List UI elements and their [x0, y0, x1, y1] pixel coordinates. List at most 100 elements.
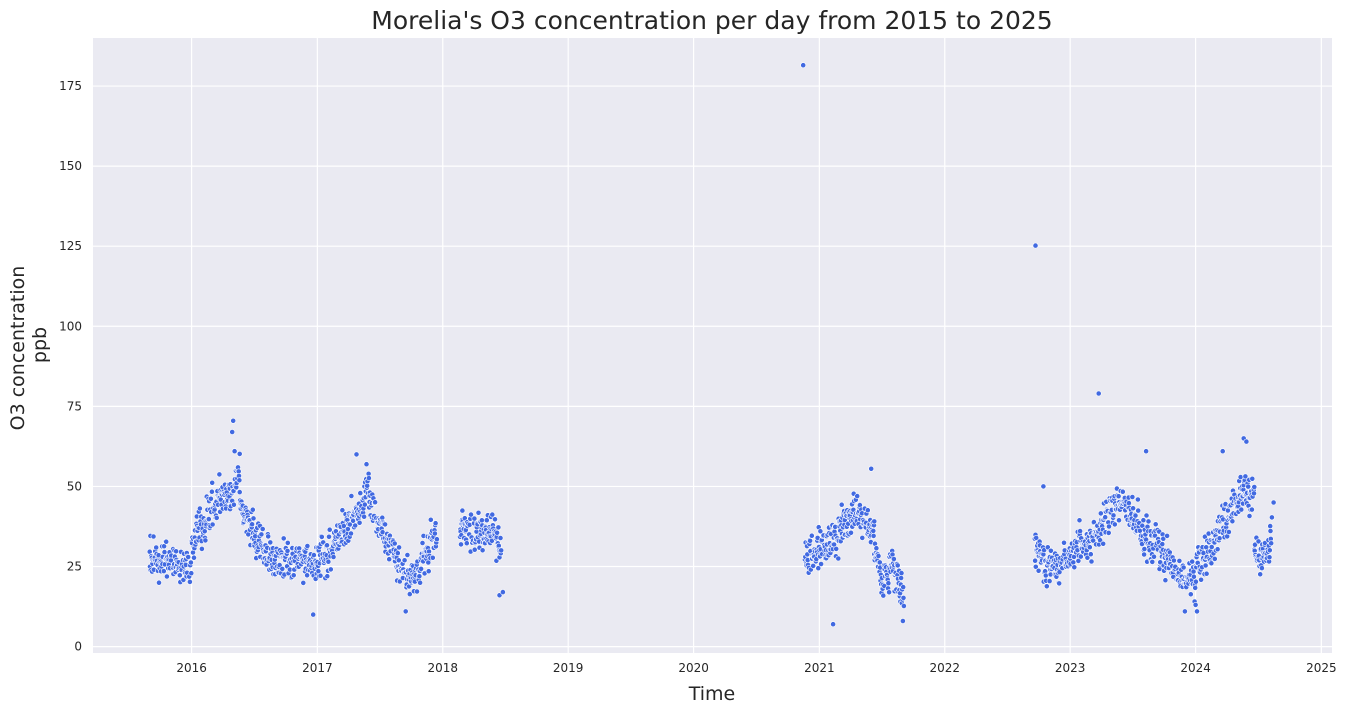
data-point [1042, 572, 1049, 579]
data-point [249, 506, 256, 513]
data-point [1252, 541, 1258, 548]
data-point [1162, 577, 1169, 584]
data-point [1132, 512, 1139, 519]
data-point [357, 490, 364, 496]
data-point [1194, 608, 1200, 615]
data-point [1203, 570, 1210, 577]
data-point [1266, 547, 1273, 554]
data-point [213, 515, 220, 521]
data-point [406, 591, 413, 597]
data-point [864, 507, 871, 514]
data-point [498, 547, 505, 554]
data-point [471, 515, 478, 522]
data-point [1226, 529, 1232, 535]
data-point [1255, 538, 1262, 545]
data-point [1140, 517, 1147, 524]
data-point [236, 489, 243, 495]
data-point [304, 543, 311, 549]
data-point [284, 540, 291, 546]
data-point [1269, 514, 1275, 521]
data-point [1086, 544, 1093, 551]
data-point [1119, 488, 1126, 495]
data-point [416, 573, 423, 580]
data-point [1032, 557, 1038, 564]
x-tick-label: 2025 [1306, 661, 1337, 675]
data-point [1219, 448, 1226, 455]
data-point [1187, 591, 1194, 598]
data-point [1242, 473, 1249, 480]
data-point [156, 579, 162, 586]
data-point [1251, 484, 1258, 490]
y-tick-label: 175 [59, 79, 82, 93]
data-point [229, 429, 236, 435]
data-point [1043, 583, 1050, 590]
data-point [1061, 539, 1067, 546]
data-point [382, 521, 388, 528]
data-point [202, 537, 209, 544]
x-tick-label: 2019 [553, 661, 584, 675]
data-point [279, 566, 286, 572]
data-point [1267, 523, 1274, 529]
data-point [1208, 544, 1215, 550]
data-point [817, 528, 824, 535]
data-point [386, 556, 393, 563]
x-tick-label: 2020 [678, 661, 709, 675]
data-point [150, 533, 157, 540]
data-point [859, 535, 866, 541]
data-point [1135, 507, 1142, 514]
data-point [353, 451, 360, 458]
data-point [361, 501, 368, 508]
data-point [230, 417, 237, 424]
data-point [1056, 569, 1063, 575]
y-axis-label: O3 concentration ppb [7, 260, 51, 431]
data-point [404, 552, 411, 558]
data-point [1115, 493, 1122, 500]
data-point [1202, 562, 1209, 569]
data-point [258, 531, 265, 538]
data-point [1176, 558, 1183, 564]
data-point [1211, 556, 1218, 562]
data-point [325, 558, 332, 565]
data-point [479, 547, 486, 554]
data-point [326, 533, 332, 540]
data-point [868, 465, 875, 472]
data-point [429, 554, 436, 561]
data-point [205, 516, 212, 522]
data-point [348, 530, 354, 537]
data-point [191, 554, 197, 561]
x-tick-label: 2018 [428, 661, 459, 675]
data-point [900, 595, 907, 601]
data-point [326, 526, 333, 533]
data-point [1032, 563, 1039, 570]
data-point [317, 572, 324, 579]
x-tick-label: 2016 [176, 661, 207, 675]
data-point [1087, 551, 1094, 558]
data-point [417, 579, 423, 586]
data-point [414, 588, 420, 595]
data-point [186, 579, 193, 585]
data-point [249, 521, 255, 528]
data-point [1266, 554, 1273, 561]
data-point [1216, 535, 1223, 542]
data-point [478, 517, 485, 524]
data-point [1193, 578, 1199, 585]
data-point [494, 529, 500, 536]
data-point [163, 538, 170, 545]
data-point [1249, 475, 1256, 482]
x-tick-label: 2021 [804, 661, 835, 675]
data-point [236, 450, 243, 457]
data-point [900, 618, 906, 624]
data-point [1182, 608, 1188, 615]
data-point [173, 548, 179, 555]
data-point [1245, 483, 1252, 490]
y-tick-label: 125 [59, 239, 82, 253]
data-point [1097, 510, 1104, 517]
data-point [1056, 580, 1063, 587]
data-point [818, 561, 824, 567]
data-point [327, 566, 334, 573]
data-point [1143, 448, 1149, 455]
data-point [250, 515, 257, 522]
data-point [363, 461, 370, 468]
data-point [396, 544, 402, 551]
